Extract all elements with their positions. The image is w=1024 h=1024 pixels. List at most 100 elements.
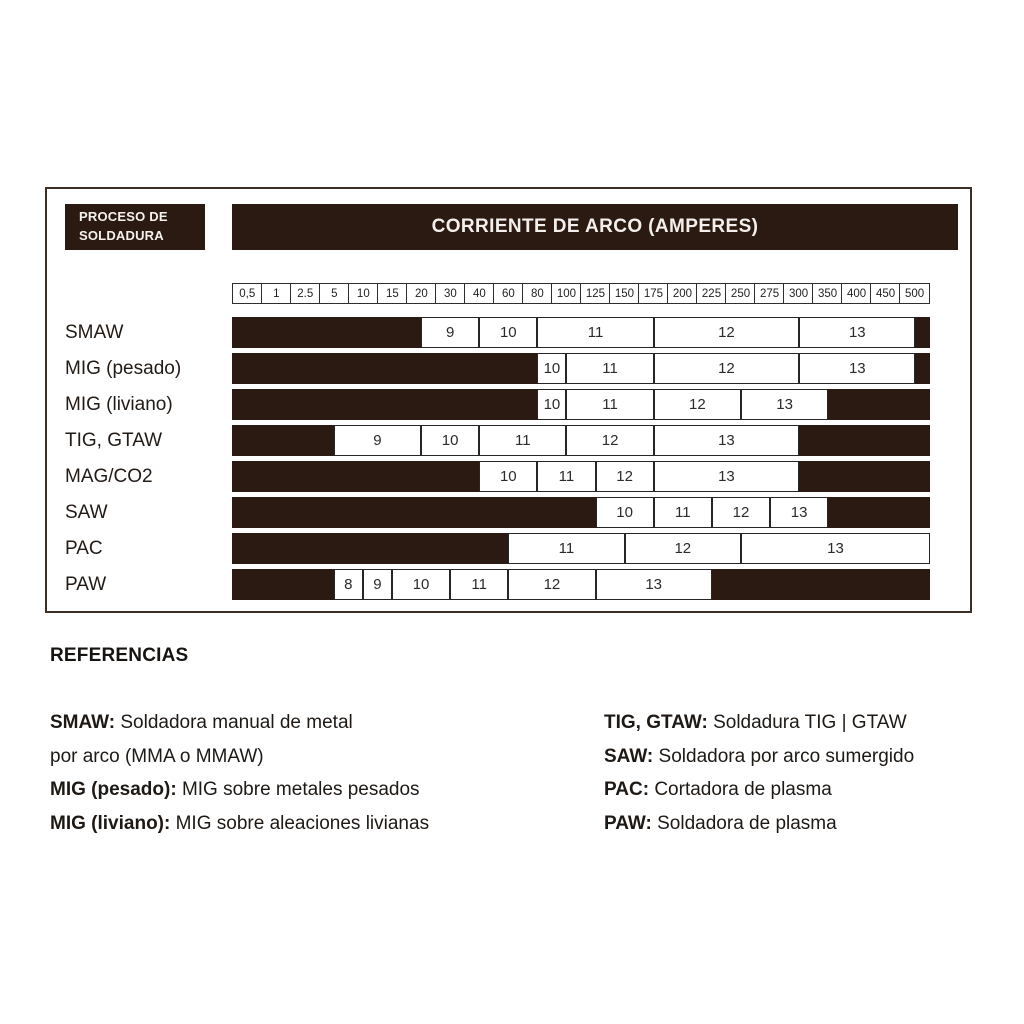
shade-amperes-chart: PROCESO DE SOLDADURA CORRIENTE DE ARCO (… bbox=[45, 187, 972, 613]
blank-segment bbox=[915, 353, 930, 384]
shade-segment: 11 bbox=[566, 389, 654, 420]
blank-segment bbox=[232, 425, 334, 456]
scale-tick: 30 bbox=[435, 283, 466, 304]
shade-segment: 13 bbox=[740, 389, 829, 420]
chart-row-mag-co2: MAG/CO2 10 11 12 13 bbox=[47, 461, 970, 492]
blank-segment bbox=[828, 497, 930, 528]
scale-tick: 20 bbox=[406, 283, 437, 304]
shade-segment: 12 bbox=[566, 425, 654, 456]
scale-tick: 350 bbox=[812, 283, 843, 304]
process-label: MAG/CO2 bbox=[65, 465, 153, 487]
process-row-bar: 10 11 12 13 bbox=[232, 497, 930, 528]
reference-item: MIG (liviano): MIG sobre aleaciones livi… bbox=[50, 807, 429, 841]
process-label: PAW bbox=[65, 573, 107, 595]
reference-desc: MIG sobre aleaciones livianas bbox=[170, 812, 430, 834]
reference-term: PAC: bbox=[604, 779, 650, 800]
shade-segment: 13 bbox=[595, 569, 712, 600]
process-column-header: PROCESO DE SOLDADURA bbox=[65, 204, 205, 250]
shade-segment: 12 bbox=[653, 317, 800, 348]
shade-segment: 12 bbox=[711, 497, 771, 528]
scale-tick: 275 bbox=[754, 283, 785, 304]
reference-item: TIG, GTAW: Soldadura TIG | GTAW bbox=[604, 706, 914, 740]
blank-segment bbox=[711, 569, 930, 600]
process-label: PAC bbox=[65, 537, 103, 559]
shade-segment: 10 bbox=[479, 461, 538, 492]
shade-segment: 10 bbox=[391, 569, 451, 600]
shade-segment: 11 bbox=[537, 317, 654, 348]
shade-segment: 8 bbox=[333, 569, 363, 600]
references-left-column: SMAW: Soldadora manual de metal por arco… bbox=[50, 706, 429, 840]
scale-tick: 10 bbox=[348, 283, 379, 304]
scale-tick: 40 bbox=[464, 283, 495, 304]
scale-tick: 2.5 bbox=[290, 283, 321, 304]
reference-desc: Soldadura TIG | GTAW bbox=[707, 712, 907, 733]
reference-item: MIG (pesado): MIG sobre metales pesados bbox=[50, 773, 429, 807]
blank-segment bbox=[915, 317, 930, 348]
reference-desc: Soldadora de plasma bbox=[651, 812, 837, 834]
shade-segment: 10 bbox=[537, 353, 567, 384]
shade-segment: 13 bbox=[770, 497, 829, 528]
references-right-column: TIG, GTAW: Soldadura TIG | GTAW SAW: Sol… bbox=[604, 706, 914, 840]
shade-segment: 13 bbox=[799, 353, 916, 384]
process-row-bar: 9 10 11 12 13 bbox=[232, 425, 930, 456]
blank-segment bbox=[828, 389, 930, 420]
chart-row-smaw: SMAW 9 10 11 12 13 bbox=[47, 317, 970, 348]
shade-segment: 12 bbox=[653, 353, 800, 384]
blank-segment bbox=[232, 461, 480, 492]
chart-rows: SMAW 9 10 11 12 13 MIG (pesado) 10 11 12 13 MIG (li… bbox=[47, 189, 970, 611]
reference-item: SMAW: Soldadora manual de metal bbox=[50, 706, 429, 740]
shade-segment: 12 bbox=[653, 389, 741, 420]
shade-segment: 10 bbox=[421, 425, 480, 456]
reference-term: PAW: bbox=[604, 812, 652, 834]
reference-desc: Cortadora de plasma bbox=[649, 779, 832, 800]
process-label: SMAW bbox=[65, 321, 124, 343]
blank-segment bbox=[232, 317, 422, 348]
scale-tick: 60 bbox=[493, 283, 524, 304]
scale-tick: 450 bbox=[870, 283, 901, 304]
amperes-scale: 0,5 1 2.5 5 10 15 20 30 40 60 80 100 125 150 175 200 225… bbox=[232, 283, 930, 304]
chart-row-mig-liviano-: MIG (liviano) 10 11 12 13 bbox=[47, 389, 970, 420]
shade-segment: 11 bbox=[653, 497, 712, 528]
scale-tick: 15 bbox=[377, 283, 408, 304]
reference-desc: Soldadora por arco sumergido bbox=[653, 745, 915, 767]
shade-segment: 11 bbox=[450, 569, 509, 600]
reference-term: MIG (liviano): bbox=[50, 812, 171, 834]
process-label: MIG (liviano) bbox=[65, 393, 173, 415]
blank-segment bbox=[799, 461, 930, 492]
shade-segment: 10 bbox=[479, 317, 538, 348]
chart-row-saw: SAW 10 11 12 13 bbox=[47, 497, 970, 528]
shade-segment: 12 bbox=[508, 569, 596, 600]
blank-segment bbox=[232, 353, 538, 384]
shade-segment: 13 bbox=[799, 317, 916, 348]
process-label: TIG, GTAW bbox=[65, 429, 163, 451]
reference-desc: MIG sobre metales pesados bbox=[176, 779, 420, 800]
reference-item: SAW: Soldadora por arco sumergido bbox=[604, 740, 914, 774]
shade-segment: 11 bbox=[508, 533, 625, 564]
shade-segment: 11 bbox=[537, 461, 596, 492]
blank-segment bbox=[799, 425, 930, 456]
shade-segment: 12 bbox=[624, 533, 741, 564]
shade-segment: 11 bbox=[479, 425, 567, 456]
reference-term: SMAW: bbox=[50, 712, 116, 733]
reference-desc: por arco (MMA o MMAW) bbox=[50, 745, 264, 767]
blank-segment bbox=[232, 533, 509, 564]
shade-segment: 11 bbox=[566, 353, 654, 384]
process-row-bar: 9 10 11 12 13 bbox=[232, 317, 930, 348]
shade-segment: 13 bbox=[653, 461, 800, 492]
shade-segment: 10 bbox=[537, 389, 567, 420]
chart-row-tig-gtaw: TIG, GTAW 9 10 11 12 13 bbox=[47, 425, 970, 456]
process-label: SAW bbox=[65, 501, 108, 523]
scale-tick: 125 bbox=[580, 283, 611, 304]
reference-term: MIG (pesado): bbox=[50, 779, 177, 800]
process-row-bar: 10 11 12 13 bbox=[232, 389, 930, 420]
process-row-bar: 8 9 10 11 12 13 bbox=[232, 569, 930, 600]
reference-term: SAW: bbox=[604, 745, 654, 767]
reference-term: TIG, GTAW: bbox=[604, 712, 708, 733]
references-heading: REFERENCIAS bbox=[50, 645, 189, 666]
scale-tick: 175 bbox=[638, 283, 669, 304]
shade-segment: 13 bbox=[740, 533, 930, 564]
chart-row-pac: PAC 11 12 13 bbox=[47, 533, 970, 564]
process-row-bar: 10 11 12 13 bbox=[232, 461, 930, 492]
reference-desc: Soldadora manual de metal bbox=[115, 712, 353, 733]
scale-tick: 0,5 bbox=[232, 283, 263, 304]
